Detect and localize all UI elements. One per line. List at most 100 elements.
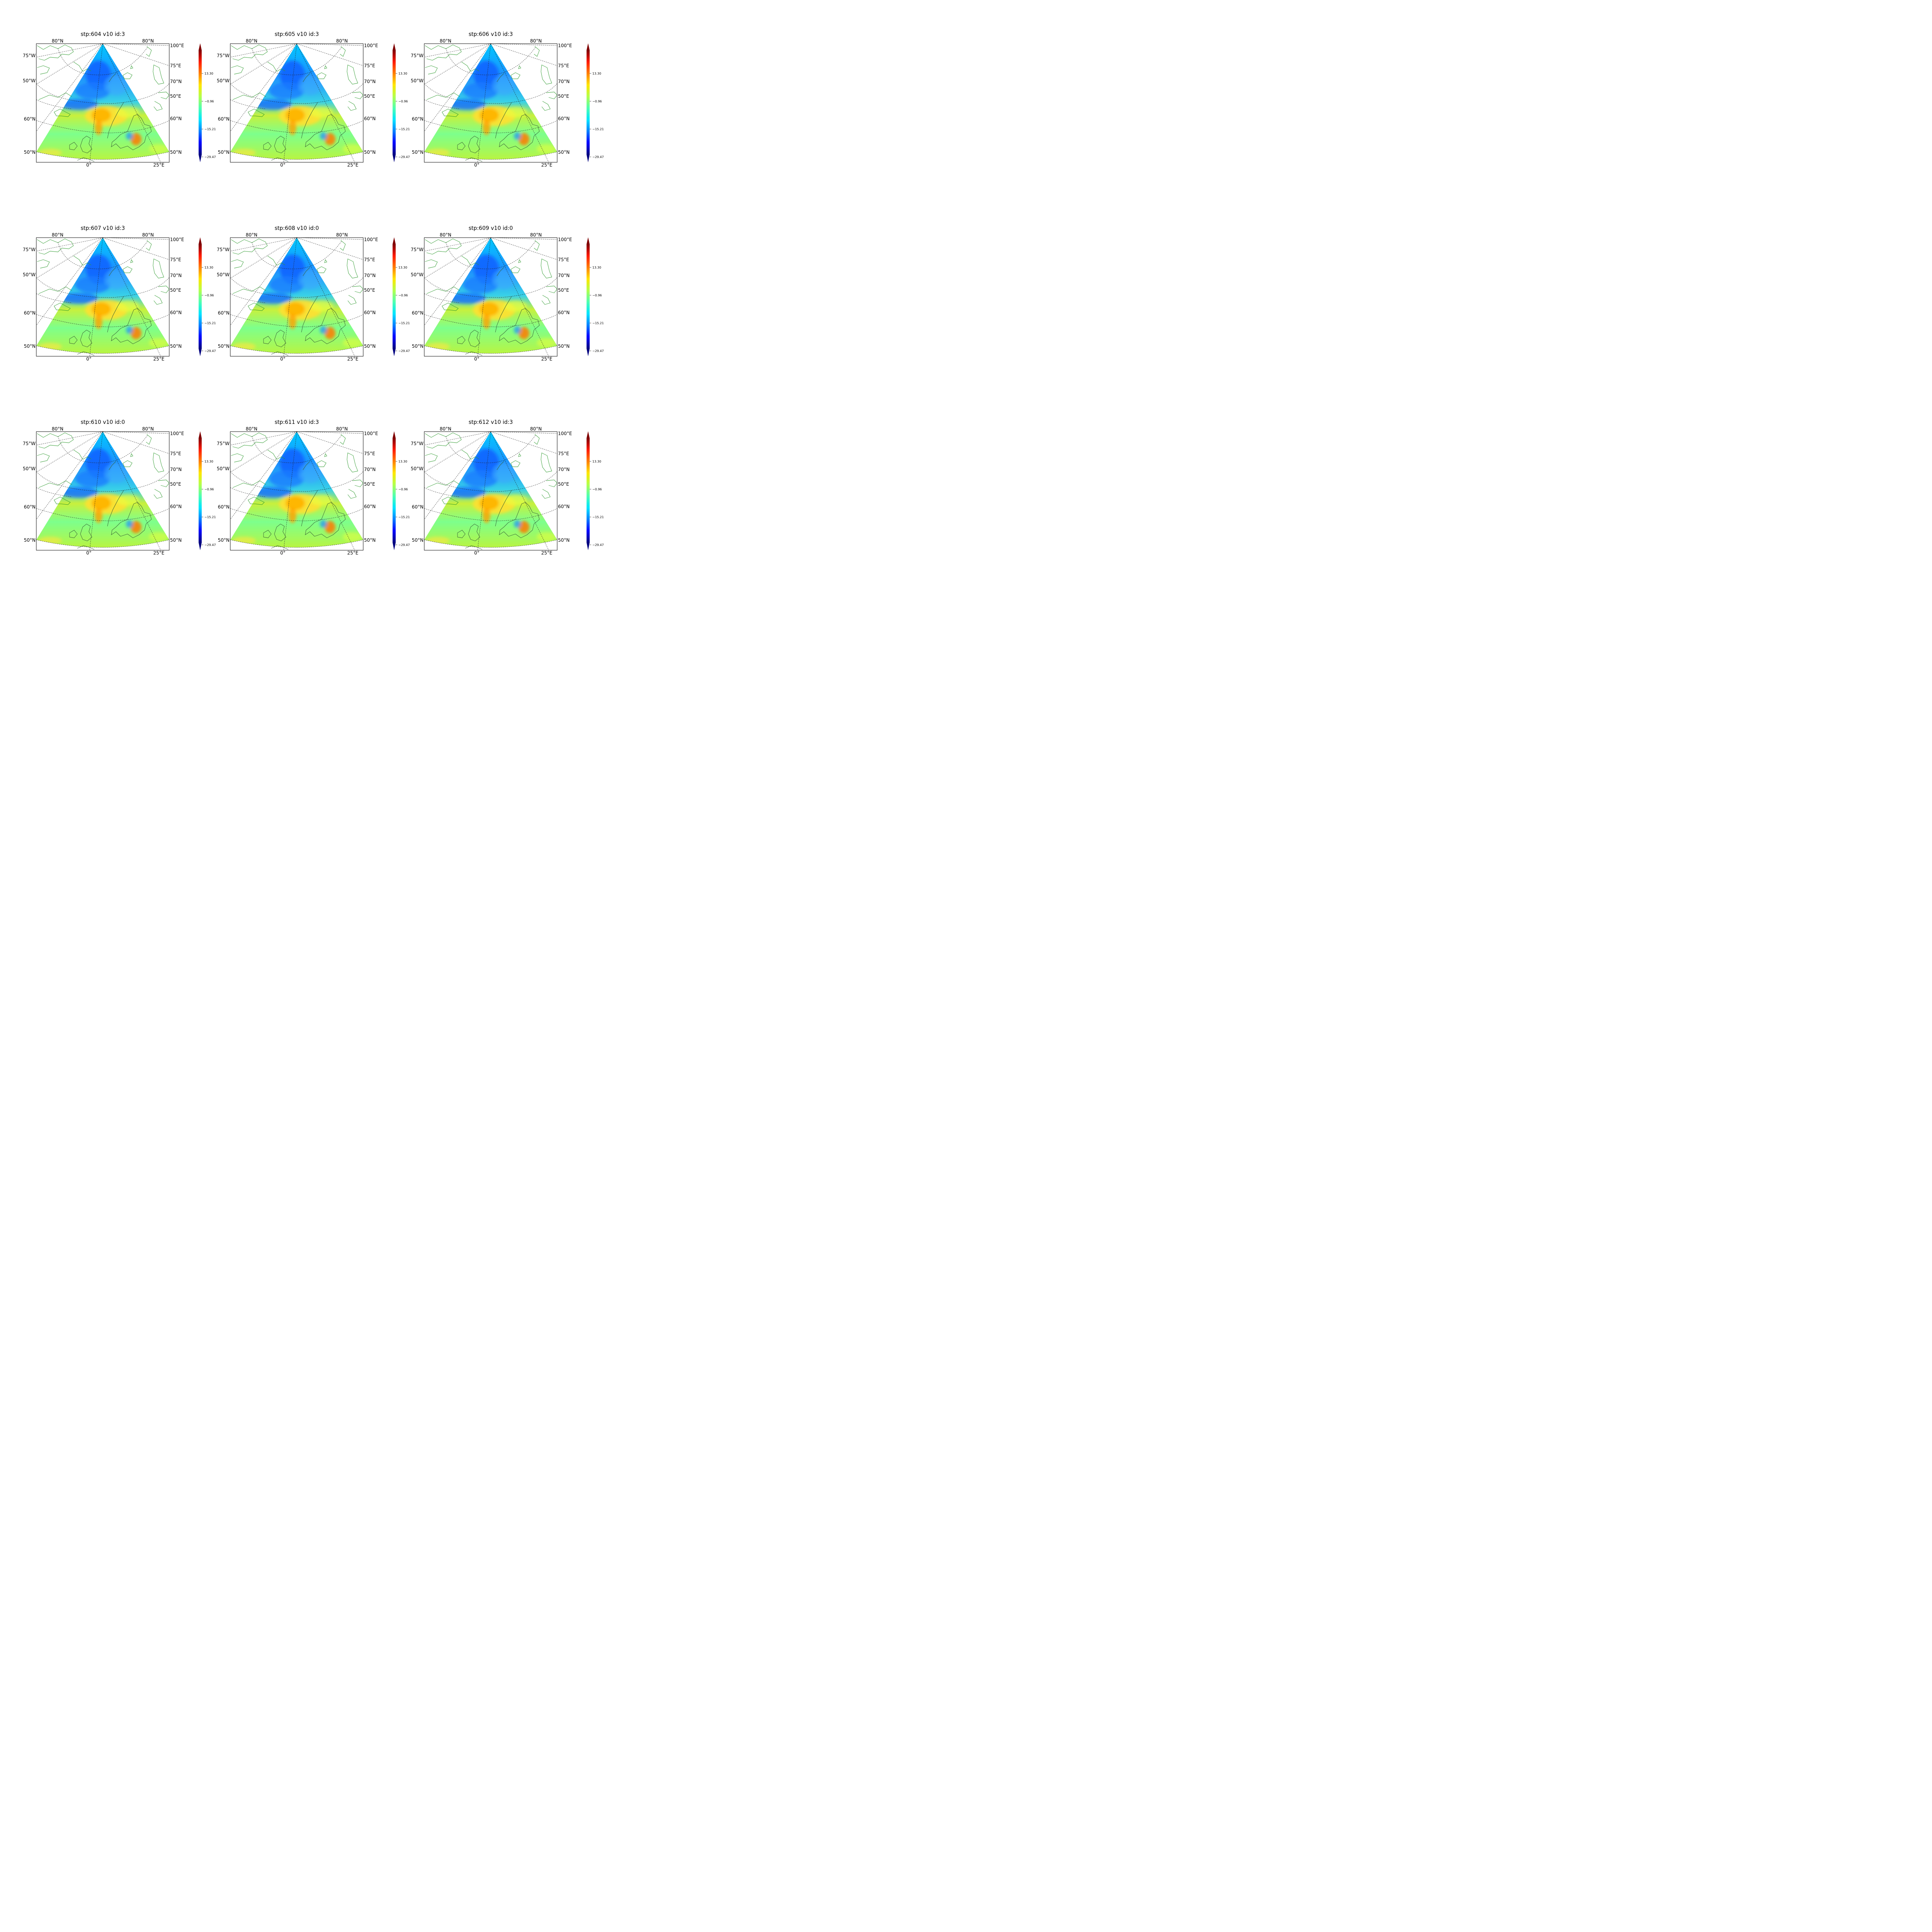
colorbar-tick-label: −15.21 (398, 321, 410, 325)
map-figure: stp:604 v10 id:3 80°N 80°N 75°W 50°W 60°N 50°N… (23, 31, 604, 556)
graticule-label: 75°E (170, 451, 181, 456)
colorbar-bar (393, 244, 396, 349)
lon-label: 0° (474, 162, 480, 168)
graticule-label: 70°N (364, 79, 376, 84)
graticule-label: 75°E (170, 257, 181, 262)
colorbar-tick-label: 13.30 (592, 72, 601, 75)
map-panel: stp:611 v10 id:3 80°N 80°N 75°W 50°W 60°N 50°N… (217, 419, 410, 556)
colorbar-min-extend (199, 349, 202, 356)
graticule-label: 50°N (24, 344, 36, 349)
graticule (424, 237, 558, 357)
colorbar-max-extend (393, 237, 396, 244)
colorbar-tick-label: −15.21 (204, 515, 216, 519)
lon-label: 25°E (541, 356, 553, 362)
colorbar-tick-label: −15.21 (592, 321, 604, 325)
wind-field (230, 44, 363, 160)
graticule-label: 70°N (170, 467, 182, 472)
map-frame (424, 43, 558, 163)
colorbar-tick-label: −0.96 (204, 100, 214, 103)
wind-field (36, 44, 169, 160)
colorbar: 13.30 −0.96 −15.21 −29.47 (393, 431, 410, 550)
colorbar-max-extend (393, 43, 396, 50)
map-frame (230, 431, 364, 551)
graticule-label: 50°E (170, 481, 181, 487)
lat-label: 80°N (336, 232, 348, 238)
graticule-label: 60°N (218, 310, 230, 316)
graticule (424, 43, 558, 163)
graticule-label: 75°W (411, 247, 423, 252)
wind-field (36, 238, 169, 354)
lon-label: 0° (280, 550, 286, 556)
graticule-label: 50°N (170, 344, 182, 349)
graticule-label: 60°N (412, 116, 423, 122)
graticule-label: 100°E (558, 237, 572, 242)
colorbar-tick-label: −15.21 (398, 128, 410, 131)
graticule-label: 75°E (364, 451, 375, 456)
colorbar-tick-label: −15.21 (204, 321, 216, 325)
wind-field (424, 44, 557, 160)
colorbar-bar (587, 438, 590, 543)
graticule-label: 50°W (217, 466, 230, 471)
colorbar-tick-label: −0.96 (398, 294, 408, 297)
colorbar: 13.30 −0.96 −15.21 −29.47 (393, 43, 410, 162)
graticule-label: 70°N (364, 467, 376, 472)
map-frame (36, 43, 170, 163)
lat-label: 80°N (530, 38, 542, 44)
graticule-label: 60°N (170, 310, 182, 315)
lat-label: 80°N (52, 232, 63, 238)
graticule-label: 75°E (170, 63, 181, 68)
graticule-label: 50°N (558, 150, 570, 155)
lat-label: 80°N (246, 38, 257, 44)
graticule-label: 50°W (411, 466, 423, 471)
graticule-label: 75°W (23, 247, 36, 252)
graticule-label: 60°N (364, 504, 376, 509)
lon-label: 25°E (153, 550, 165, 556)
graticule-label: 75°W (217, 441, 230, 446)
map-panel: stp:605 v10 id:3 80°N 80°N 75°W 50°W 60°N 50°N… (217, 31, 410, 168)
map-panel: stp:606 v10 id:3 80°N 80°N 75°W 50°W 60°N 50°N… (411, 31, 604, 168)
lon-label: 0° (280, 162, 286, 168)
graticule-label: 100°E (558, 431, 572, 436)
graticule (230, 237, 364, 357)
graticule-label: 50°W (411, 272, 423, 277)
colorbar-tick-label: −29.47 (398, 155, 410, 159)
map-panel: stp:608 v10 id:0 80°N 80°N 75°W 50°W 60°N 50°N… (217, 225, 410, 362)
colorbar-tick-label: 13.30 (398, 266, 407, 269)
lon-label: 0° (86, 550, 92, 556)
colorbar-tick-label: −0.96 (398, 488, 408, 491)
lon-label: 25°E (153, 162, 165, 168)
graticule-label: 75°W (23, 53, 36, 58)
panel-title: stp:612 v10 id:3 (469, 419, 513, 425)
graticule-label: 100°E (170, 237, 184, 242)
colorbar-max-extend (393, 431, 396, 438)
lat-label: 80°N (52, 426, 63, 432)
coastlines (231, 238, 364, 356)
colorbar-bar (199, 50, 202, 155)
graticule-label: 50°N (558, 537, 570, 543)
colorbar-min-extend (587, 349, 590, 356)
graticule-label: 50°E (364, 481, 375, 487)
graticule-label: 60°N (558, 504, 570, 509)
colorbar-max-extend (199, 43, 202, 50)
lon-label: 25°E (347, 550, 359, 556)
colorbar-tick-label: −0.96 (592, 100, 602, 103)
lon-label: 25°E (153, 356, 165, 362)
graticule-label: 60°N (170, 116, 182, 121)
colorbar-tick-label: −29.47 (592, 543, 604, 547)
lat-label: 80°N (142, 232, 154, 238)
graticule-label: 50°N (24, 537, 36, 543)
graticule-label: 70°N (170, 79, 182, 84)
graticule-label: 75°W (411, 53, 423, 58)
panel-title: stp:604 v10 id:3 (81, 31, 125, 37)
map-frame (230, 237, 364, 357)
lat-label: 80°N (142, 38, 154, 44)
graticule-label: 70°N (558, 467, 570, 472)
colorbar-tick-label: −15.21 (592, 128, 604, 131)
colorbar-max-extend (587, 237, 590, 244)
graticule-label: 50°N (170, 150, 182, 155)
lat-label: 80°N (246, 232, 257, 238)
graticule-label: 70°N (170, 273, 182, 278)
graticule-label: 60°N (24, 310, 36, 316)
panel-title: stp:610 v10 id:0 (81, 419, 125, 425)
graticule-label: 50°W (217, 272, 230, 277)
